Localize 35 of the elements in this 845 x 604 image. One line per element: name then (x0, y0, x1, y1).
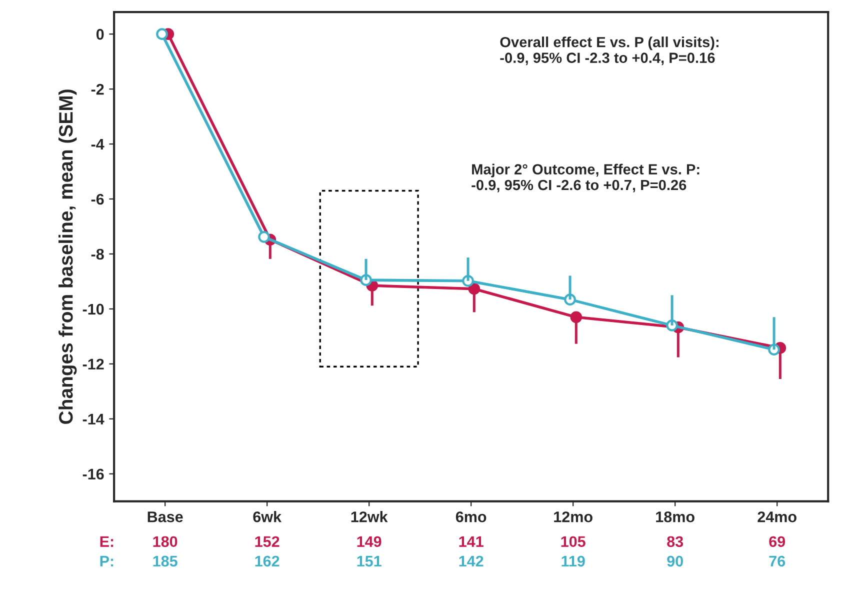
y-tick-label: -6 (91, 194, 104, 205)
text: 162 (255, 556, 280, 567)
y-tick-label: 0 (96, 28, 104, 40)
text: 142 (459, 556, 484, 566)
text: 105 (561, 536, 586, 548)
x-tick-label: 12wk (351, 511, 388, 522)
text: 69 (769, 536, 786, 548)
text: P: (100, 556, 114, 566)
y-tick-label: -4 (91, 139, 104, 150)
text: 141 (459, 536, 484, 547)
x-tick-label: 6wk (253, 511, 282, 522)
x-tick-label: 18mo (656, 511, 694, 522)
text: 76 (769, 556, 786, 567)
text: 119 (562, 556, 585, 567)
annotation: Overall effect E vs. P (all visits): -0.9, 95% CI -2.3 to +0.4, P=0.16 (500, 36, 718, 66)
x-tick-label: 6mo (456, 511, 486, 522)
x-tick-label: Base (148, 512, 183, 522)
annotation: Major 2° Outcome, Effect E vs. P: -0.9, 95% CI -2.6 to +0.7, P=0.26 (472, 164, 700, 192)
y-tick-label: -14 (82, 414, 104, 424)
x-tick-label: 12mo (554, 511, 592, 522)
y-axis-title: Changes from baseline, mean (SEM) (58, 90, 77, 424)
y-tick-label: -10 (82, 304, 104, 315)
text: 149 (357, 536, 382, 548)
y-tick-label: -16 (82, 468, 104, 480)
x-tick-label: 24mo (758, 511, 796, 522)
text: 180 (153, 536, 178, 548)
text: E: (100, 536, 114, 547)
text: 152 (255, 536, 280, 548)
y-tick-label: -2 (91, 84, 104, 95)
y-tick-label: -8 (91, 248, 104, 260)
text: 185 (153, 556, 178, 567)
text: 90 (667, 556, 683, 567)
text: 83 (667, 536, 684, 548)
text: 151 (357, 556, 382, 567)
y-tick-label: -12 (82, 358, 104, 370)
